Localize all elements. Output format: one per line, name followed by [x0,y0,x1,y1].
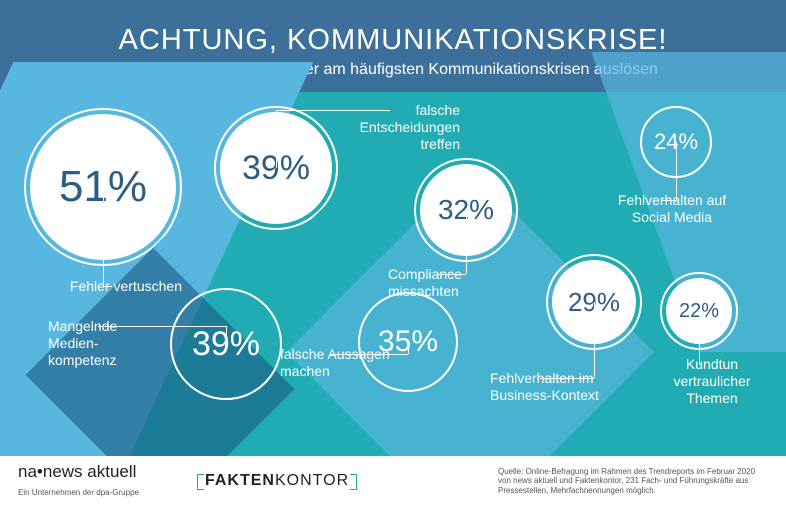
infographic-frame: ACHTUNG, KOMMUNIKATIONSKRISE! Welche Man… [0,0,786,506]
connector [103,286,112,287]
bubble-label: Compliance missachten [388,266,508,300]
connector [103,187,104,286]
bubble-label: falsche Aussagen machen [280,346,400,380]
logo-fk-bold: FAKTEN [205,472,275,489]
bubble-label: Fehler vertuschen [62,278,182,295]
connector [226,326,227,344]
logo-fk-light: KONTOR [275,472,349,489]
connector [466,210,467,274]
chart-area: 51%Fehler vertuschen39%falsche Entscheid… [0,92,786,456]
connector [438,274,466,275]
connector [276,110,390,111]
connector [676,142,677,200]
logo-faktenkontor: FAKTENKONTOR [199,472,355,490]
connector [408,342,409,354]
logo-news-aktuell: na•news aktuell Ein Unternehmen der dpa-… [18,462,139,500]
connector [699,364,702,365]
bubble-label: Kundtun vertraulicher Themen [652,356,772,406]
connector [699,311,700,364]
logo-na-main: na•news aktuell [18,462,139,482]
connector [98,326,226,327]
bubble-b3: 39% [170,288,282,400]
connector [276,110,277,168]
connector [662,200,676,201]
footer: na•news aktuell Ein Unternehmen der dpa-… [0,456,786,506]
bubble-label: Fehlverhalten auf Social Media [612,192,732,226]
connector [330,354,408,355]
source-text: Quelle: Online-Befragung im Rahmen des T… [498,467,768,496]
title: ACHTUNG, KOMMUNIKATIONSKRISE! [119,24,668,57]
connector [540,378,594,379]
connector [594,302,595,378]
bubble-label: Fehlverhalten im Business-Kontext [490,370,610,404]
logo-na-tagline: Ein Unternehmen der dpa-Gruppe [18,488,139,497]
